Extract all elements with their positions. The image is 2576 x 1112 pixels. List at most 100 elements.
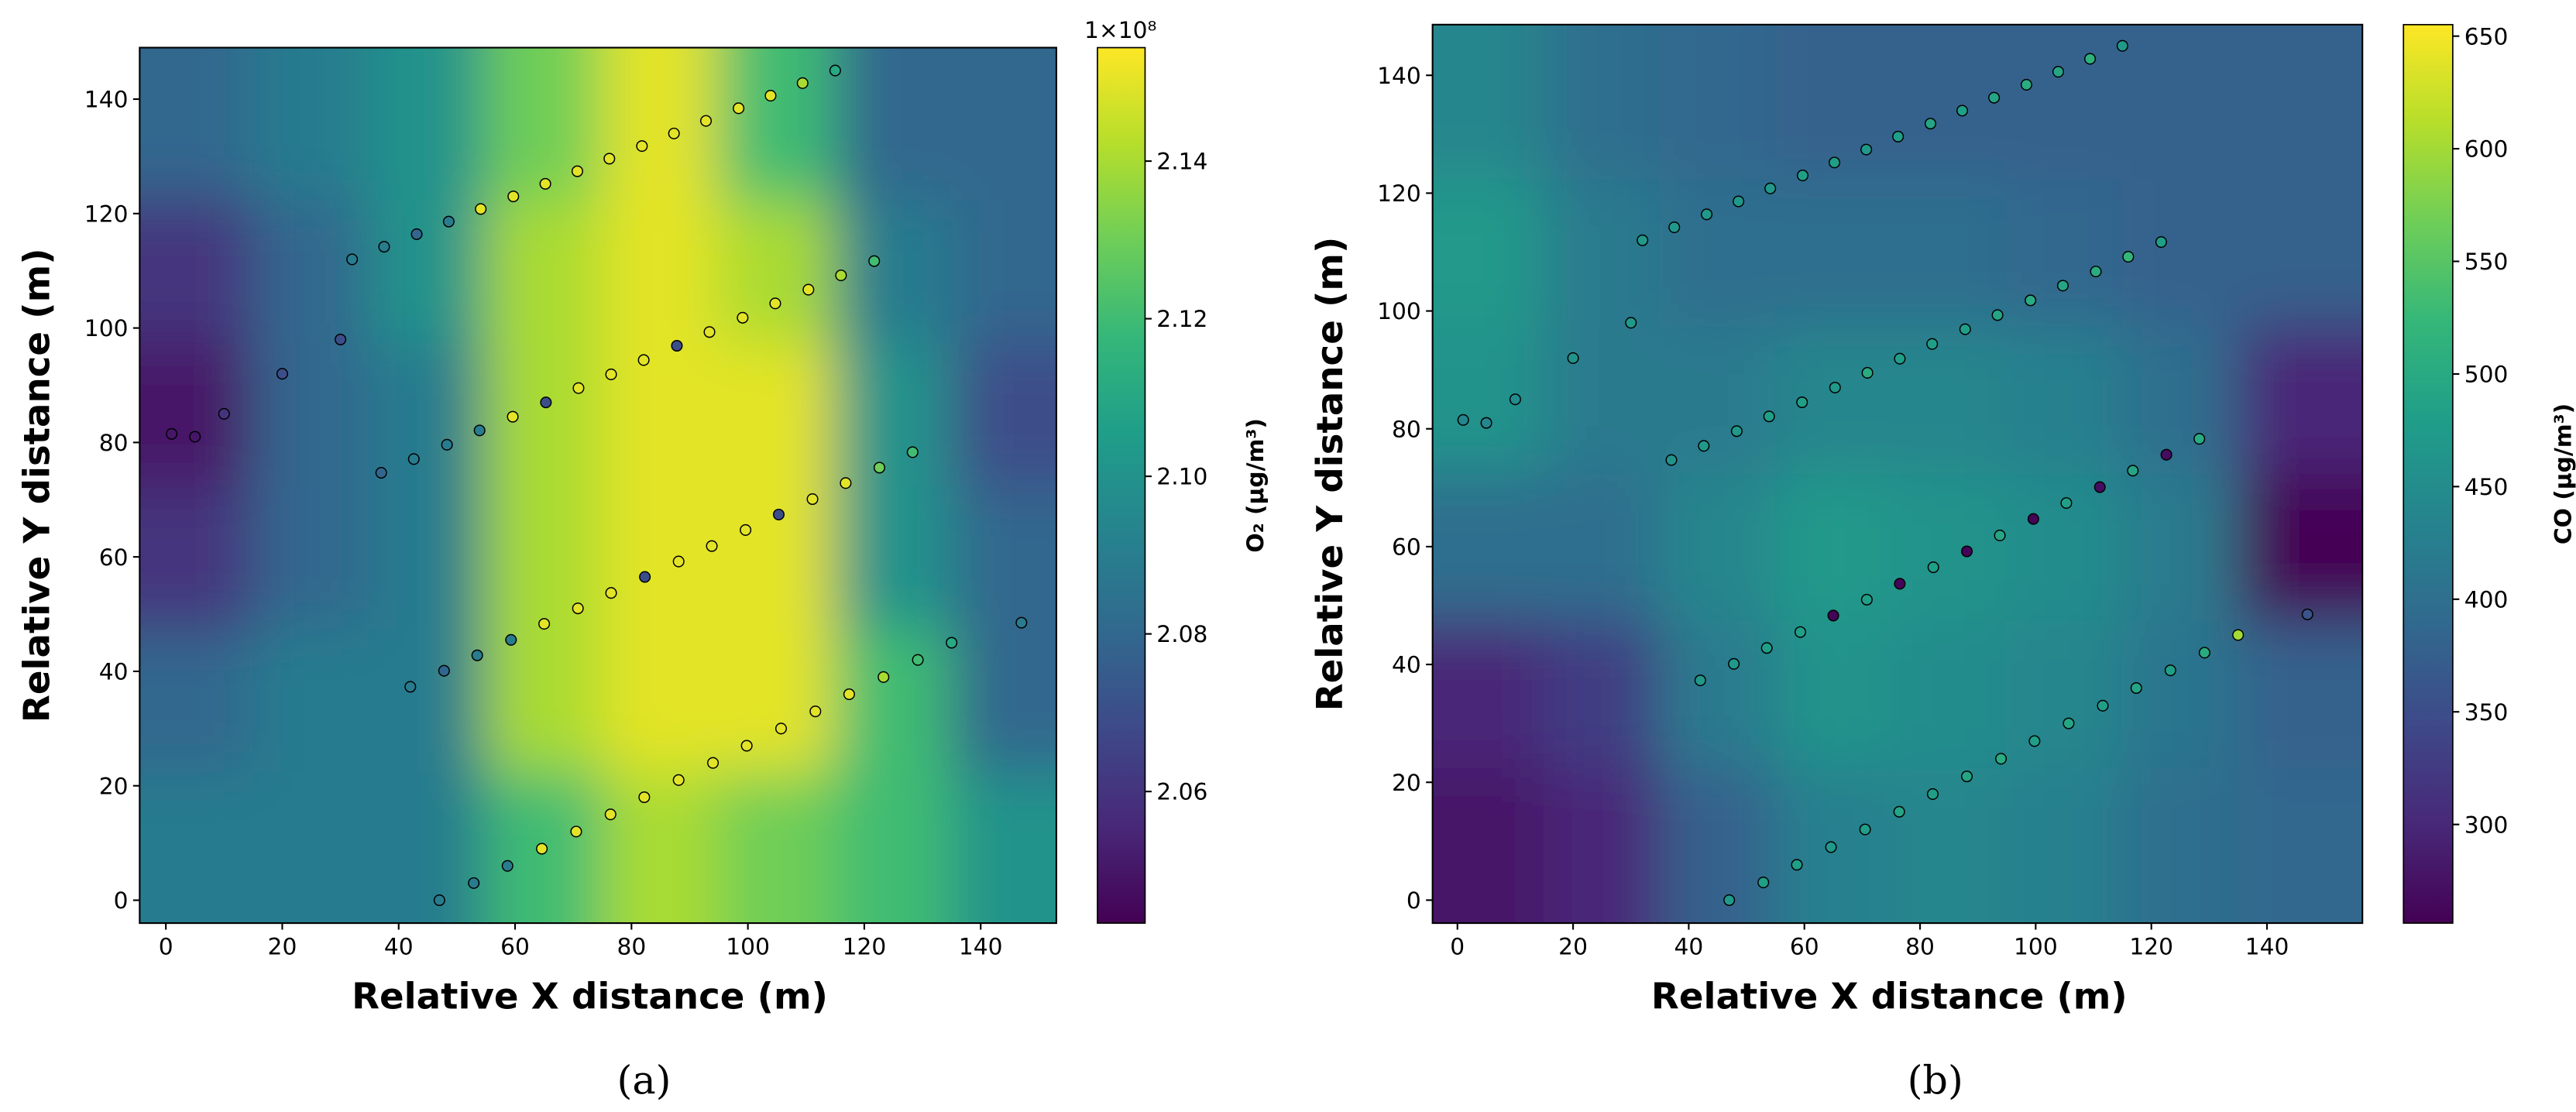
data-point xyxy=(1760,642,1773,654)
colorbar xyxy=(1097,46,1146,924)
data-point xyxy=(1791,859,1803,871)
data-point xyxy=(873,462,886,474)
data-point xyxy=(946,637,958,649)
data-point xyxy=(1733,195,1745,208)
data-point xyxy=(878,671,890,683)
data-point xyxy=(438,664,450,677)
data-point xyxy=(1457,414,1469,426)
y-tick-label: 40 xyxy=(1392,652,1421,679)
x-axis-label: Relative X distance (m) xyxy=(352,976,828,1018)
field-cell xyxy=(2237,472,2363,622)
field-cell xyxy=(601,484,720,630)
data-point xyxy=(572,382,585,394)
field-cell xyxy=(2121,24,2239,180)
field-cell xyxy=(2237,24,2363,180)
y-tick-label: 40 xyxy=(99,659,129,686)
field-cell xyxy=(1890,24,2008,180)
colorbar-label: CO (μg/m³) xyxy=(2550,403,2576,544)
data-point xyxy=(1927,561,1939,574)
data-point xyxy=(637,354,650,366)
field-cell xyxy=(1659,472,1777,622)
data-point xyxy=(2130,681,2142,695)
data-point xyxy=(1991,309,2004,321)
field-cell xyxy=(1659,24,1777,180)
field-cell xyxy=(139,47,254,201)
data-point xyxy=(1757,877,1770,889)
data-point xyxy=(1926,338,1939,350)
data-point xyxy=(536,843,548,855)
x-tick-label: 40 xyxy=(1674,933,1704,960)
field-cell xyxy=(2005,619,2124,769)
data-point xyxy=(868,255,881,267)
y-tick-label: 60 xyxy=(1392,534,1421,561)
data-point xyxy=(806,493,819,506)
field-cell xyxy=(718,198,836,344)
field-cell xyxy=(252,771,371,924)
plot-frame xyxy=(1431,23,2364,925)
data-point xyxy=(603,153,616,165)
field-cell xyxy=(485,484,603,630)
data-point xyxy=(706,540,718,552)
data-point xyxy=(276,368,288,380)
field-cell xyxy=(485,341,603,486)
data-point xyxy=(346,253,359,266)
y-tick-label: 100 xyxy=(84,315,129,342)
field-cell xyxy=(1543,177,1661,327)
field-cell xyxy=(2237,324,2363,474)
data-point xyxy=(1988,91,2001,104)
field-cell xyxy=(834,484,953,630)
data-point xyxy=(1794,626,1807,638)
data-point xyxy=(1892,130,1905,142)
data-point xyxy=(2301,608,2313,620)
field-cell xyxy=(1774,324,1892,474)
colorbar-tick-label: 300 xyxy=(2464,812,2509,839)
field-cell xyxy=(1432,177,1545,327)
colorbar-tick-label: 2.06 xyxy=(1156,779,1207,806)
x-tick-label: 80 xyxy=(617,933,646,960)
data-point xyxy=(636,140,648,153)
data-point xyxy=(764,90,777,102)
y-tick-label: 80 xyxy=(1392,416,1421,443)
data-point xyxy=(378,241,390,253)
field-cell xyxy=(2005,324,2124,474)
field-cell xyxy=(1774,767,1892,924)
y-tick-label: 100 xyxy=(1377,298,1421,325)
field-cell xyxy=(834,341,953,486)
field-cell xyxy=(601,627,720,773)
field-cell xyxy=(950,484,1056,630)
field-cell xyxy=(139,198,254,344)
data-point xyxy=(1796,170,1809,182)
field-cell xyxy=(2005,767,2124,924)
field-cell xyxy=(718,341,836,486)
field-cell xyxy=(1890,324,2008,474)
data-point xyxy=(671,339,683,352)
data-point xyxy=(1728,657,1740,670)
data-point xyxy=(1827,609,1839,622)
colorbar-offset: 1×10⁸ xyxy=(1084,17,1156,44)
data-point xyxy=(1625,317,1637,329)
data-point xyxy=(2052,66,2065,78)
field-cell xyxy=(950,771,1056,924)
data-point xyxy=(572,602,584,615)
field-cell xyxy=(485,627,603,773)
data-point xyxy=(843,688,855,701)
y-tick-label: 120 xyxy=(84,201,129,228)
field-cell xyxy=(2005,472,2124,622)
colorbar-tick-label: 2.14 xyxy=(1156,149,1207,176)
data-point xyxy=(539,177,551,190)
field-cell xyxy=(2121,767,2239,924)
field-cell xyxy=(252,627,371,773)
field-cell xyxy=(1890,767,2008,924)
colorbar-tick-label: 400 xyxy=(2464,586,2509,613)
data-point xyxy=(802,283,815,296)
x-tick-label: 0 xyxy=(159,933,173,960)
data-point xyxy=(433,894,445,907)
data-point xyxy=(740,740,753,752)
field-cell xyxy=(718,771,836,924)
data-point xyxy=(2027,513,2039,525)
data-point xyxy=(605,587,617,599)
y-axis-label: Relative Y distance (m) xyxy=(17,248,59,722)
data-point xyxy=(1861,366,1874,379)
data-point xyxy=(2093,481,2106,493)
data-point xyxy=(769,297,781,310)
